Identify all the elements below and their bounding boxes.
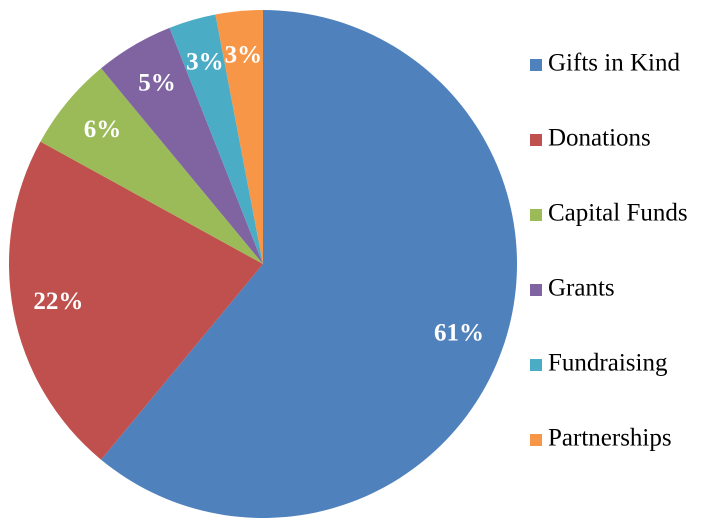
legend-label: Donations	[548, 125, 651, 152]
legend-swatch	[530, 434, 542, 446]
pie-slice	[101, 10, 518, 518]
legend-swatch	[530, 359, 542, 371]
pie-slice	[8, 141, 264, 460]
data-label: 22%	[33, 288, 83, 315]
pie-slice	[169, 14, 263, 264]
legend-label: Gifts in Kind	[548, 50, 680, 77]
legend-swatch	[530, 284, 542, 296]
pie-slice	[101, 27, 264, 264]
data-label: 3%	[186, 49, 224, 76]
data-label: 61%	[434, 319, 484, 346]
data-label: 3%	[225, 41, 263, 68]
legend-swatch	[530, 134, 542, 146]
data-label: 5%	[138, 69, 176, 96]
legend-swatch	[530, 209, 542, 221]
pie-slice	[215, 10, 263, 264]
data-label: 6%	[84, 116, 122, 143]
legend-swatch	[530, 59, 542, 71]
legend-label: Fundraising	[548, 350, 668, 377]
legend-label: Grants	[548, 275, 615, 302]
legend-label: Capital Funds	[548, 200, 688, 227]
legend-label: Partnerships	[548, 425, 672, 452]
pie-slice	[40, 68, 263, 264]
